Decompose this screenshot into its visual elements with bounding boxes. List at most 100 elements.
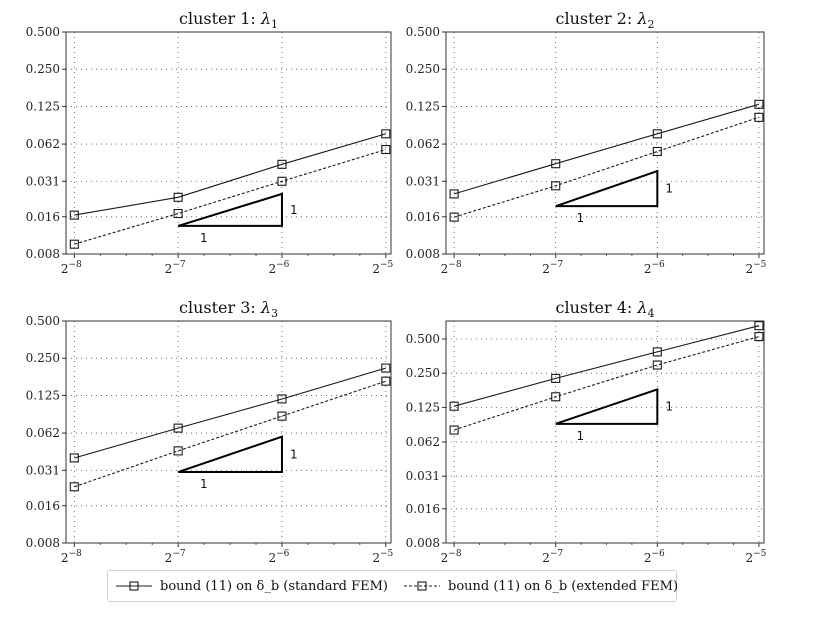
data-point-standard: [652, 129, 662, 139]
slope-triangle-run-label: 1: [577, 429, 585, 443]
x-tick-label: 2−7: [165, 549, 186, 565]
y-tick-label: 0.500: [26, 314, 60, 328]
data-point-standard: [69, 210, 79, 220]
chart-title: cluster 3: λ3: [179, 298, 278, 320]
y-tick-label: 0.008: [26, 536, 60, 550]
data-point-standard: [449, 401, 459, 411]
data-point-standard: [652, 347, 662, 357]
y-tick-label: 0.125: [406, 99, 440, 113]
data-point-extended: [551, 181, 561, 191]
x-tick-label: 2−6: [644, 549, 665, 565]
data-point-standard: [754, 99, 764, 109]
legend-swatch-solid-icon: [116, 581, 152, 591]
legend: bound (11) on δ_b (standard FEM) bound (…: [107, 570, 678, 602]
legend-entry-extended: bound (11) on δ_b (extended FEM): [404, 576, 678, 596]
y-tick-label: 0.016: [406, 502, 440, 516]
data-point-extended: [652, 146, 662, 157]
slope-triangle-rise-label: 1: [290, 447, 298, 461]
data-point-extended: [551, 392, 561, 402]
y-tick-label: 0.008: [406, 247, 440, 261]
data-point-standard: [277, 159, 287, 169]
data-point-standard: [754, 321, 764, 331]
chart-2: 0.008 0.016 0.031 0.062 0.125 0.250 0.500 2−8 2−…: [406, 9, 767, 276]
x-tick-label: 2−5: [745, 549, 766, 565]
data-point-extended: [277, 411, 287, 421]
y-tick-label: 0.031: [406, 469, 440, 483]
data-point-extended: [381, 144, 391, 155]
data-point-extended: [652, 360, 662, 370]
plot-frame: [65, 31, 392, 255]
data-point-standard: [173, 192, 183, 202]
y-tick-label: 0.031: [26, 174, 60, 188]
y-tick-label: 0.008: [26, 247, 60, 261]
data-point-standard: [381, 363, 391, 373]
x-tick-label: 2−6: [269, 549, 290, 565]
data-point-extended: [69, 482, 79, 492]
data-point-standard: [551, 159, 561, 169]
y-tick-label: 0.250: [26, 62, 60, 76]
slope-triangle-rise-label: 1: [665, 400, 673, 414]
data-point-extended: [173, 446, 183, 456]
slope-triangle: [555, 169, 659, 208]
y-tick-label: 0.125: [406, 400, 440, 414]
y-tick-label: 0.250: [406, 366, 440, 380]
slope-triangle: [177, 435, 283, 474]
y-tick-label: 0.500: [26, 25, 60, 39]
slope-triangle-run-label: 1: [200, 477, 208, 491]
data-point-standard: [449, 189, 459, 199]
x-tick-label: 2−5: [372, 260, 393, 276]
x-tick-label: 2−8: [61, 260, 82, 276]
legend-entry-standard: bound (11) on δ_b (standard FEM): [116, 576, 388, 596]
slope-triangle: [177, 192, 283, 227]
x-tick-label: 2−7: [165, 260, 186, 276]
y-tick-label: 0.031: [406, 174, 440, 188]
series-line-standard: [74, 367, 386, 459]
y-tick-label: 0.250: [406, 62, 440, 76]
y-tick-label: 0.062: [26, 137, 60, 151]
series-line-extended: [453, 116, 760, 218]
data-point-extended: [449, 425, 459, 435]
x-tick-label: 2−6: [644, 260, 665, 276]
data-point-standard: [381, 129, 391, 139]
series-line-extended: [74, 148, 386, 245]
plot-frame: [445, 320, 765, 544]
data-point-standard: [69, 453, 79, 463]
x-tick-label: 2−7: [542, 260, 563, 276]
y-tick-label: 0.008: [406, 536, 440, 550]
series-line-standard: [453, 103, 760, 195]
y-tick-label: 0.500: [406, 25, 440, 39]
series-line-standard: [453, 325, 760, 407]
data-point-standard: [277, 394, 287, 404]
chart-1: 0.008 0.016 0.031 0.062 0.125 0.250 0.500 2−8 2−…: [26, 9, 394, 276]
data-point-extended: [449, 212, 459, 222]
y-tick-label: 0.062: [26, 426, 60, 440]
chart-title: cluster 1: λ1: [179, 9, 278, 31]
y-tick-label: 0.250: [26, 351, 60, 365]
chart-title: cluster 4: λ4: [555, 298, 654, 320]
x-tick-label: 2−7: [542, 549, 563, 565]
x-tick-label: 2−5: [745, 260, 766, 276]
data-point-extended: [173, 208, 183, 219]
y-tick-label: 0.500: [406, 332, 440, 346]
data-point-extended: [754, 112, 764, 122]
y-tick-label: 0.016: [26, 499, 60, 513]
x-tick-label: 2−5: [372, 549, 393, 565]
slope-triangle: [555, 387, 659, 425]
x-tick-label: 2−8: [61, 549, 82, 565]
chart-4: 0.008 0.016 0.031 0.062 0.125 0.250 0.500 2−8 2−…: [406, 298, 767, 565]
series-line-standard: [74, 133, 386, 216]
data-point-extended: [381, 376, 391, 386]
x-tick-label: 2−8: [441, 549, 462, 565]
series-line-extended: [74, 380, 386, 488]
y-tick-label: 0.031: [26, 463, 60, 477]
slope-triangle-rise-label: 1: [665, 182, 673, 196]
series-line-extended: [453, 336, 760, 431]
data-point-extended: [754, 332, 764, 342]
x-tick-label: 2−8: [441, 260, 462, 276]
chart-title: cluster 2: λ2: [555, 9, 654, 31]
plot-frame: [65, 320, 392, 544]
x-tick-label: 2−6: [269, 260, 290, 276]
y-tick-label: 0.125: [26, 388, 60, 402]
data-point-standard: [551, 373, 561, 383]
